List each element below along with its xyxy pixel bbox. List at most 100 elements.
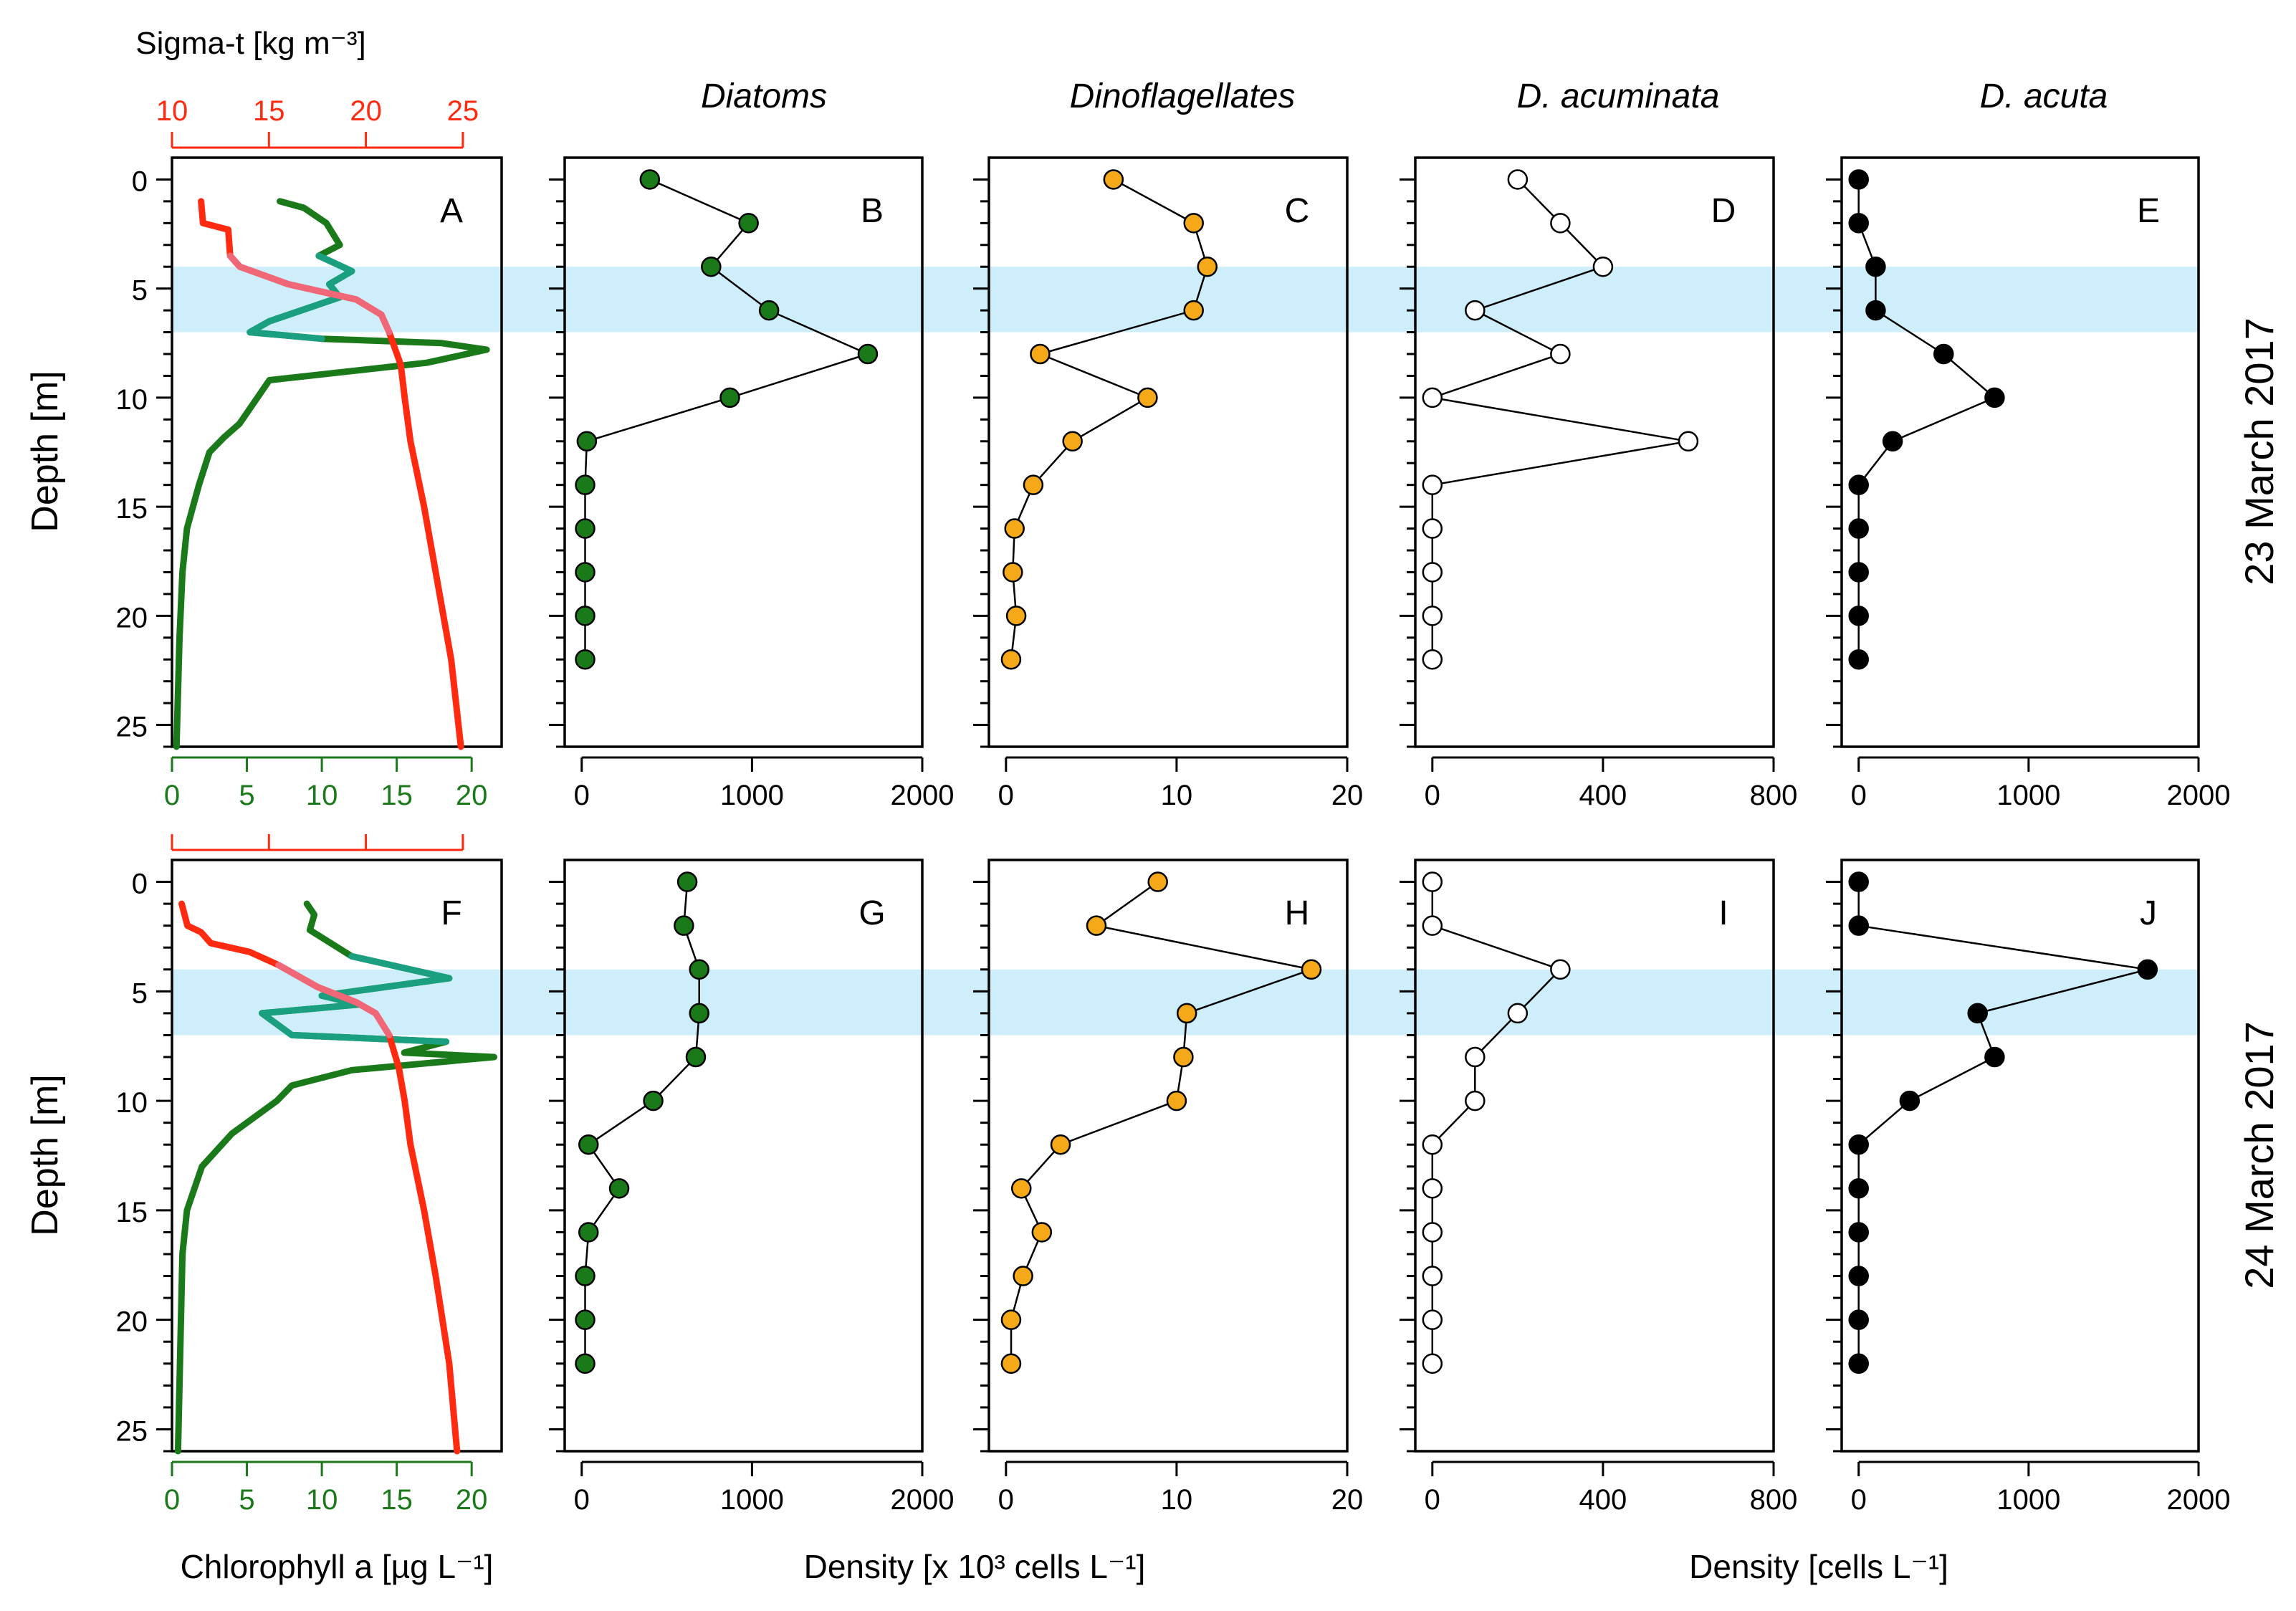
data-point <box>1550 343 1571 365</box>
data-point <box>1166 1090 1187 1112</box>
shaded-depth-bands <box>172 267 2199 1036</box>
x-tick-label: 800 <box>1750 780 1798 811</box>
x-tick-label: 400 <box>1579 1484 1627 1516</box>
data-point <box>1422 562 1443 583</box>
top-tick-label: 20 <box>350 95 382 127</box>
data-point <box>575 1266 595 1286</box>
data-point <box>1848 518 1869 539</box>
data-point <box>1592 256 1614 277</box>
y-tick-label: 5 <box>132 275 148 307</box>
data-point <box>1865 256 1886 277</box>
data-point <box>1003 562 1023 583</box>
data-point <box>1050 1134 1071 1155</box>
y-tick-label: 10 <box>116 384 148 416</box>
data-point <box>575 1353 595 1375</box>
data-point <box>1848 213 1869 234</box>
series-line <box>1857 179 1996 660</box>
data-point <box>1137 387 1158 408</box>
panel-a: 0 5 10 15 20 25 0 5 10 15 20 A 10 15 20 25 <box>116 95 503 811</box>
y-tick-label: 20 <box>116 1306 148 1338</box>
data-point <box>575 606 595 626</box>
data-point <box>1422 871 1443 892</box>
panel-j: 0 1000 2000 J <box>1826 859 2230 1516</box>
panel-frame <box>1414 859 1775 1453</box>
panel-c: 0 10 20 C <box>973 156 1363 811</box>
panel-b: 0 1000 2000 B <box>549 156 954 811</box>
chlorophyll-axis-label: Chlorophyll a [µg L⁻¹] <box>181 1548 494 1585</box>
data-point <box>1848 871 1869 892</box>
data-point <box>1465 1046 1486 1068</box>
y-tick-label: 0 <box>132 869 148 900</box>
title-dinoflagellates: Dinoflagellates <box>1070 77 1296 115</box>
panel-letter: B <box>861 192 884 230</box>
data-point <box>1848 1309 1869 1330</box>
panel-frame <box>1414 156 1775 748</box>
data-point <box>719 387 740 408</box>
depth-label-row1: Depth [m] <box>24 371 66 532</box>
x-tick-label: 20 <box>456 1484 488 1516</box>
series-line <box>1431 881 1562 1364</box>
x-tick-label: 2000 <box>2167 780 2231 811</box>
y-tick-label: 10 <box>116 1087 148 1119</box>
y-tick-label: 25 <box>116 712 148 743</box>
data-point <box>1899 1090 1920 1112</box>
data-point <box>1967 1003 1988 1024</box>
panel-frame <box>563 859 924 1453</box>
data-point <box>738 213 759 234</box>
panel-letter: E <box>2137 192 2160 230</box>
data-point <box>1422 1134 1443 1155</box>
panel-d: 0 400 800 D <box>1400 156 1798 811</box>
data-point <box>1010 1178 1032 1199</box>
data-point <box>1422 1309 1443 1330</box>
top-tick-label: 10 <box>156 95 188 127</box>
data-point <box>1933 343 1954 365</box>
data-point <box>1848 1353 1869 1375</box>
x-tick-label: 0 <box>1425 1484 1440 1516</box>
panel-g: 0 1000 2000 G <box>549 859 955 1516</box>
panel-letter: D <box>1711 192 1736 230</box>
data-point <box>1422 1353 1443 1375</box>
series-line <box>1010 881 1315 1364</box>
sigma-t-line-highlight <box>275 962 393 1038</box>
x-tick-label: 1000 <box>720 1484 784 1516</box>
x-tick-label: 0 <box>998 1484 1014 1516</box>
data-point <box>1183 300 1204 321</box>
data-point <box>643 1090 664 1112</box>
data-point <box>689 1003 709 1024</box>
panel-letter: A <box>440 192 463 230</box>
x-tick-label: 10 <box>1161 780 1193 811</box>
data-point <box>1422 1266 1443 1286</box>
title-d-acuta: D. acuta <box>1980 77 2108 115</box>
title-d-acuminata: D. acuminata <box>1517 77 1720 115</box>
y-tick-label: 15 <box>116 493 148 525</box>
data-point <box>1173 1046 1194 1068</box>
data-point <box>1422 474 1443 495</box>
data-point <box>1984 1046 2005 1068</box>
data-point <box>1000 1353 1022 1375</box>
density-axis-label: Density [cells L⁻¹] <box>1689 1548 1948 1585</box>
data-point <box>1848 606 1869 626</box>
panel-i: 0 400 800 I <box>1400 859 1797 1516</box>
y-tick-label: 0 <box>132 166 148 197</box>
x-tick-label: 20 <box>1331 1484 1364 1516</box>
data-point <box>1197 256 1218 277</box>
x-tick-label: 15 <box>381 780 413 811</box>
data-point <box>575 649 595 670</box>
x-tick-label: 1000 <box>1996 780 2060 811</box>
data-point <box>1147 871 1168 892</box>
data-point <box>1062 431 1083 452</box>
data-point <box>1422 606 1443 626</box>
x-tick-label: 2000 <box>891 1484 955 1516</box>
data-point <box>1005 606 1027 626</box>
data-point <box>689 959 709 980</box>
data-point <box>1507 1003 1529 1024</box>
data-point <box>1848 562 1869 583</box>
panels: 0 5 10 15 20 25 0 5 10 15 20 A 10 15 20 25 0 5 10 15 20 25 0 5 1… <box>116 95 2231 1516</box>
y-tick-label: 20 <box>116 602 148 634</box>
series-line <box>1431 178 1689 660</box>
x-tick-label: 400 <box>1579 780 1627 811</box>
x-tick-label: 20 <box>456 780 488 811</box>
data-point <box>2137 959 2158 980</box>
x-tick-label: 0 <box>574 780 590 811</box>
